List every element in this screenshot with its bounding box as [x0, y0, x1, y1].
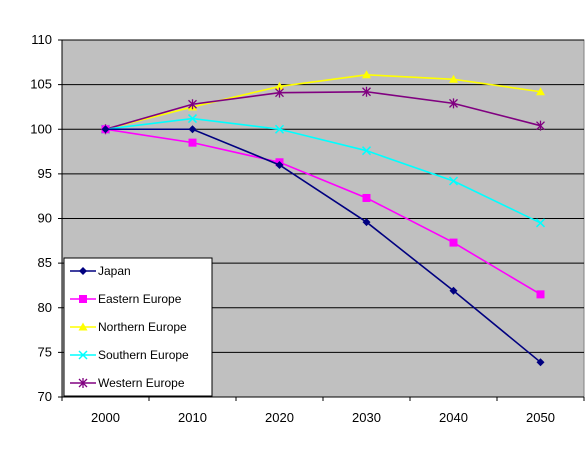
legend-marker	[78, 322, 88, 331]
data-point	[536, 290, 545, 299]
data-point	[275, 160, 284, 169]
series-japan	[101, 125, 545, 367]
data-point	[448, 176, 459, 186]
data-point	[535, 218, 546, 228]
data-point	[449, 286, 458, 295]
y-tick-labels: 70 75 80 85 90 95 100 105 110	[30, 32, 52, 404]
legend-marker	[79, 267, 87, 275]
data-point	[188, 99, 197, 110]
y-tick-label: 90	[38, 211, 52, 226]
data-point	[536, 358, 545, 367]
data-point	[187, 114, 198, 124]
data-point	[362, 70, 371, 79]
x-tick-label: 2050	[526, 410, 555, 425]
legend-marker	[78, 350, 88, 360]
data-point	[188, 138, 197, 147]
y-tick-label: 70	[38, 389, 52, 404]
legend-label: Southern Europe	[98, 348, 189, 362]
data-point	[536, 87, 545, 96]
legend-marker	[78, 378, 88, 388]
legend-item: Japan	[70, 264, 131, 278]
x-tick-label: 2040	[439, 410, 468, 425]
y-tick-label: 110	[31, 32, 52, 47]
legend-item: Southern Europe	[70, 348, 189, 362]
legend-label: Japan	[98, 264, 131, 278]
data-point	[362, 193, 371, 202]
data-point	[275, 87, 284, 98]
series-line	[105, 74, 541, 131]
data-point	[361, 146, 372, 156]
series-southern-europe	[100, 114, 546, 228]
x-tick-label: 2030	[352, 410, 381, 425]
legend-item: Western Europe	[70, 376, 185, 390]
series-line	[105, 90, 541, 131]
data-point	[362, 218, 371, 227]
legend-item: Northern Europe	[70, 320, 187, 334]
legend-label: Eastern Europe	[98, 292, 182, 306]
data-point	[536, 120, 545, 131]
y-tick-label: 105	[30, 77, 52, 92]
data-point	[449, 74, 458, 83]
series-line	[105, 128, 541, 296]
y-tick-label: 100	[30, 121, 52, 136]
data-point	[275, 81, 284, 90]
legend: Japan Eastern Europe Northern Europe Southe…	[63, 257, 213, 397]
y-tick-label: 80	[38, 300, 52, 315]
series-line	[105, 128, 542, 363]
data-point	[362, 86, 371, 97]
data-point	[449, 98, 458, 109]
y-tick-label: 95	[38, 166, 52, 181]
legend-label: Northern Europe	[98, 320, 187, 334]
data-point	[101, 125, 110, 134]
legend-label: Western Europe	[98, 376, 185, 390]
legend-item: Eastern Europe	[70, 292, 182, 306]
series-lines	[100, 70, 546, 367]
x-tick-label: 2020	[265, 410, 294, 425]
legend-marker	[79, 295, 87, 303]
x-tick-label: 2010	[178, 410, 207, 425]
x-tick-labels: 2000 2010 2020 2030 2040 2050	[61, 397, 585, 425]
y-tick-label: 75	[38, 344, 52, 359]
y-tick-label: 85	[38, 255, 52, 270]
data-point	[188, 125, 197, 134]
x-tick-label: 2000	[91, 410, 120, 425]
data-point	[449, 238, 458, 247]
data-point	[274, 124, 285, 134]
series-line	[105, 117, 541, 224]
